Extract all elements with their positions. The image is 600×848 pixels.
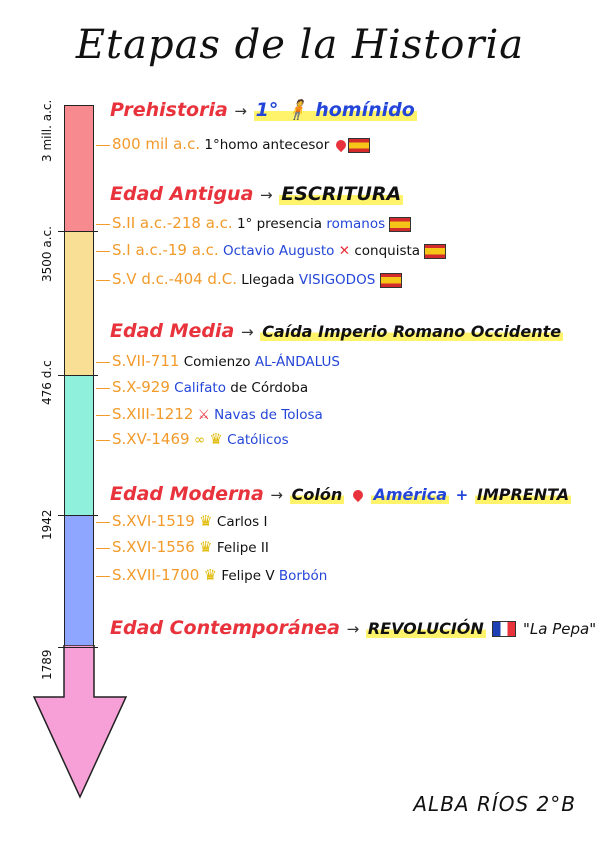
event-row: S.VII-711 Comienzo AL-ÁNDALUS bbox=[96, 352, 340, 370]
event-highlight: AL-ÁNDALUS bbox=[254, 354, 340, 370]
event-row: S.V d.c.-404 d.C. Llegada VISIGODOS bbox=[96, 270, 402, 288]
era-moderna: Edad Moderna → Colón América + IMPRENTA bbox=[110, 483, 572, 505]
author-signature: ALBA RÍOS 2°B bbox=[413, 792, 576, 816]
event-date: S.X-929 bbox=[112, 378, 170, 396]
era-name: Edad Moderna bbox=[110, 483, 264, 505]
crossed-swords-icon: ⚔ bbox=[197, 407, 210, 423]
event-row: S.XVII-1700 ♛ Felipe V Borbón bbox=[96, 566, 327, 584]
event-text: Felipe V bbox=[221, 568, 275, 584]
event-date: S.XVI-1519 bbox=[112, 512, 195, 530]
timeline-label: 3 mill. a.c. bbox=[40, 99, 54, 162]
event-text: de Córdoba bbox=[230, 380, 309, 396]
france-flag-icon bbox=[492, 620, 517, 637]
timeline-segment-prehistoria bbox=[64, 105, 94, 231]
event-highlight: Octavio Augusto bbox=[223, 243, 335, 259]
era-highlight: Colón bbox=[289, 485, 345, 504]
event-row: S.I a.c.-19 a.c. Octavio Augusto ✕ conqu… bbox=[96, 241, 447, 259]
event-date: S.XVII-1700 bbox=[112, 566, 200, 584]
era-highlight: REVOLUCIÓN bbox=[365, 619, 486, 638]
event-row: S.X-929 Califato de Córdoba bbox=[96, 378, 308, 396]
era-prehistoria: Prehistoria → 1° 🧍 homínido bbox=[110, 98, 417, 121]
rings-icon: ∞ bbox=[193, 432, 206, 448]
era-name: Edad Contemporánea bbox=[110, 617, 340, 639]
event-highlight: Califato bbox=[174, 380, 226, 396]
timeline-arrow bbox=[32, 645, 128, 799]
event-row: S.XVI-1556 ♛ Felipe II bbox=[96, 538, 269, 556]
crown-icon: ♛ bbox=[209, 430, 223, 448]
map-pin-icon bbox=[333, 137, 348, 153]
arrow-icon: → bbox=[346, 620, 360, 638]
event-row: S.XVI-1519 ♛ Carlos I bbox=[96, 512, 267, 530]
event-text: conquista bbox=[354, 243, 421, 259]
map-pin-icon bbox=[350, 487, 365, 502]
timeline-tick bbox=[58, 647, 98, 648]
timeline-tick bbox=[58, 515, 98, 516]
era-highlight: ESCRITURA bbox=[279, 183, 404, 205]
cross-icon: ✕ bbox=[338, 243, 351, 259]
arrow-icon: → bbox=[240, 323, 254, 341]
event-date: S.XV-1469 bbox=[112, 430, 190, 448]
spain-flag-icon bbox=[424, 243, 447, 259]
event-row: S.XV-1469 ∞ ♛ Católicos bbox=[96, 430, 289, 448]
crown-icon: ♛ bbox=[199, 538, 213, 556]
era-contemporanea: Edad Contemporánea → REVOLUCIÓN "La Pepa… bbox=[110, 617, 600, 639]
timeline-tick bbox=[58, 231, 98, 232]
timeline-segment-moderna bbox=[64, 515, 94, 647]
spain-flag-icon bbox=[379, 272, 402, 288]
event-text: 1° presencia bbox=[236, 216, 323, 232]
era-name: Prehistoria bbox=[110, 99, 228, 121]
spain-flag-icon bbox=[347, 137, 370, 153]
era-highlight: Caída Imperio Romano Occidente bbox=[260, 322, 564, 341]
event-text: Comienzo bbox=[183, 354, 251, 370]
page-title: Etapas de la Historia bbox=[75, 22, 525, 68]
event-date: S.I a.c.-19 a.c. bbox=[112, 241, 219, 259]
event-text: Llegada bbox=[241, 272, 295, 288]
plus-sign: + bbox=[455, 486, 469, 504]
timeline-label: 3500 a.c. bbox=[40, 226, 54, 282]
event-row: 800 mil a.c. 1°homo antecesor bbox=[96, 135, 370, 153]
era-highlight: 1° 🧍 homínido bbox=[253, 99, 417, 121]
timeline-segment-antigua bbox=[64, 231, 94, 375]
era-name: Edad Antigua bbox=[110, 183, 254, 205]
event-text: 1°homo antecesor bbox=[204, 137, 330, 153]
event-highlight: VISIGODOS bbox=[298, 272, 376, 288]
event-row: S.II a.c.-218 a.c. 1° presencia romanos bbox=[96, 214, 412, 232]
crown-icon: ♛ bbox=[203, 566, 218, 584]
era-antigua: Edad Antigua → ESCRITURA bbox=[110, 183, 404, 205]
crown-icon: ♛ bbox=[199, 512, 213, 530]
event-date: S.V d.c.-404 d.C. bbox=[112, 270, 237, 288]
spain-flag-icon bbox=[389, 216, 412, 232]
arrow-icon: → bbox=[260, 186, 273, 204]
era-quote: "La Pepa" bbox=[523, 620, 597, 638]
timeline-label: 476 d.c bbox=[40, 360, 54, 405]
timeline-label: 1789 bbox=[40, 649, 54, 680]
arrow-icon: → bbox=[234, 102, 247, 120]
event-date: S.XIII-1212 bbox=[112, 405, 194, 423]
era-highlight-2: IMPRENTA bbox=[474, 485, 572, 504]
event-text: Carlos I bbox=[216, 514, 268, 530]
timeline-tick bbox=[58, 375, 98, 376]
era-highlight-blue: América bbox=[371, 485, 450, 504]
event-date: S.XVI-1556 bbox=[112, 538, 195, 556]
event-highlight: Borbón bbox=[278, 568, 328, 584]
event-row: S.XIII-1212 ⚔ Navas de Tolosa bbox=[96, 405, 323, 423]
event-highlight: romanos bbox=[326, 216, 386, 232]
event-highlight: Navas de Tolosa bbox=[214, 407, 323, 423]
event-date: S.II a.c.-218 a.c. bbox=[112, 214, 233, 232]
arrow-icon: → bbox=[270, 486, 283, 504]
event-date: 800 mil a.c. bbox=[112, 135, 201, 153]
event-highlight: Católicos bbox=[227, 432, 289, 448]
era-media: Edad Media → Caída Imperio Romano Occide… bbox=[110, 320, 564, 342]
era-name: Edad Media bbox=[110, 320, 235, 342]
event-date: S.VII-711 bbox=[112, 352, 180, 370]
timeline-label: 1942 bbox=[40, 509, 54, 540]
timeline-segment-media bbox=[64, 375, 94, 515]
event-text: Felipe II bbox=[216, 540, 269, 556]
